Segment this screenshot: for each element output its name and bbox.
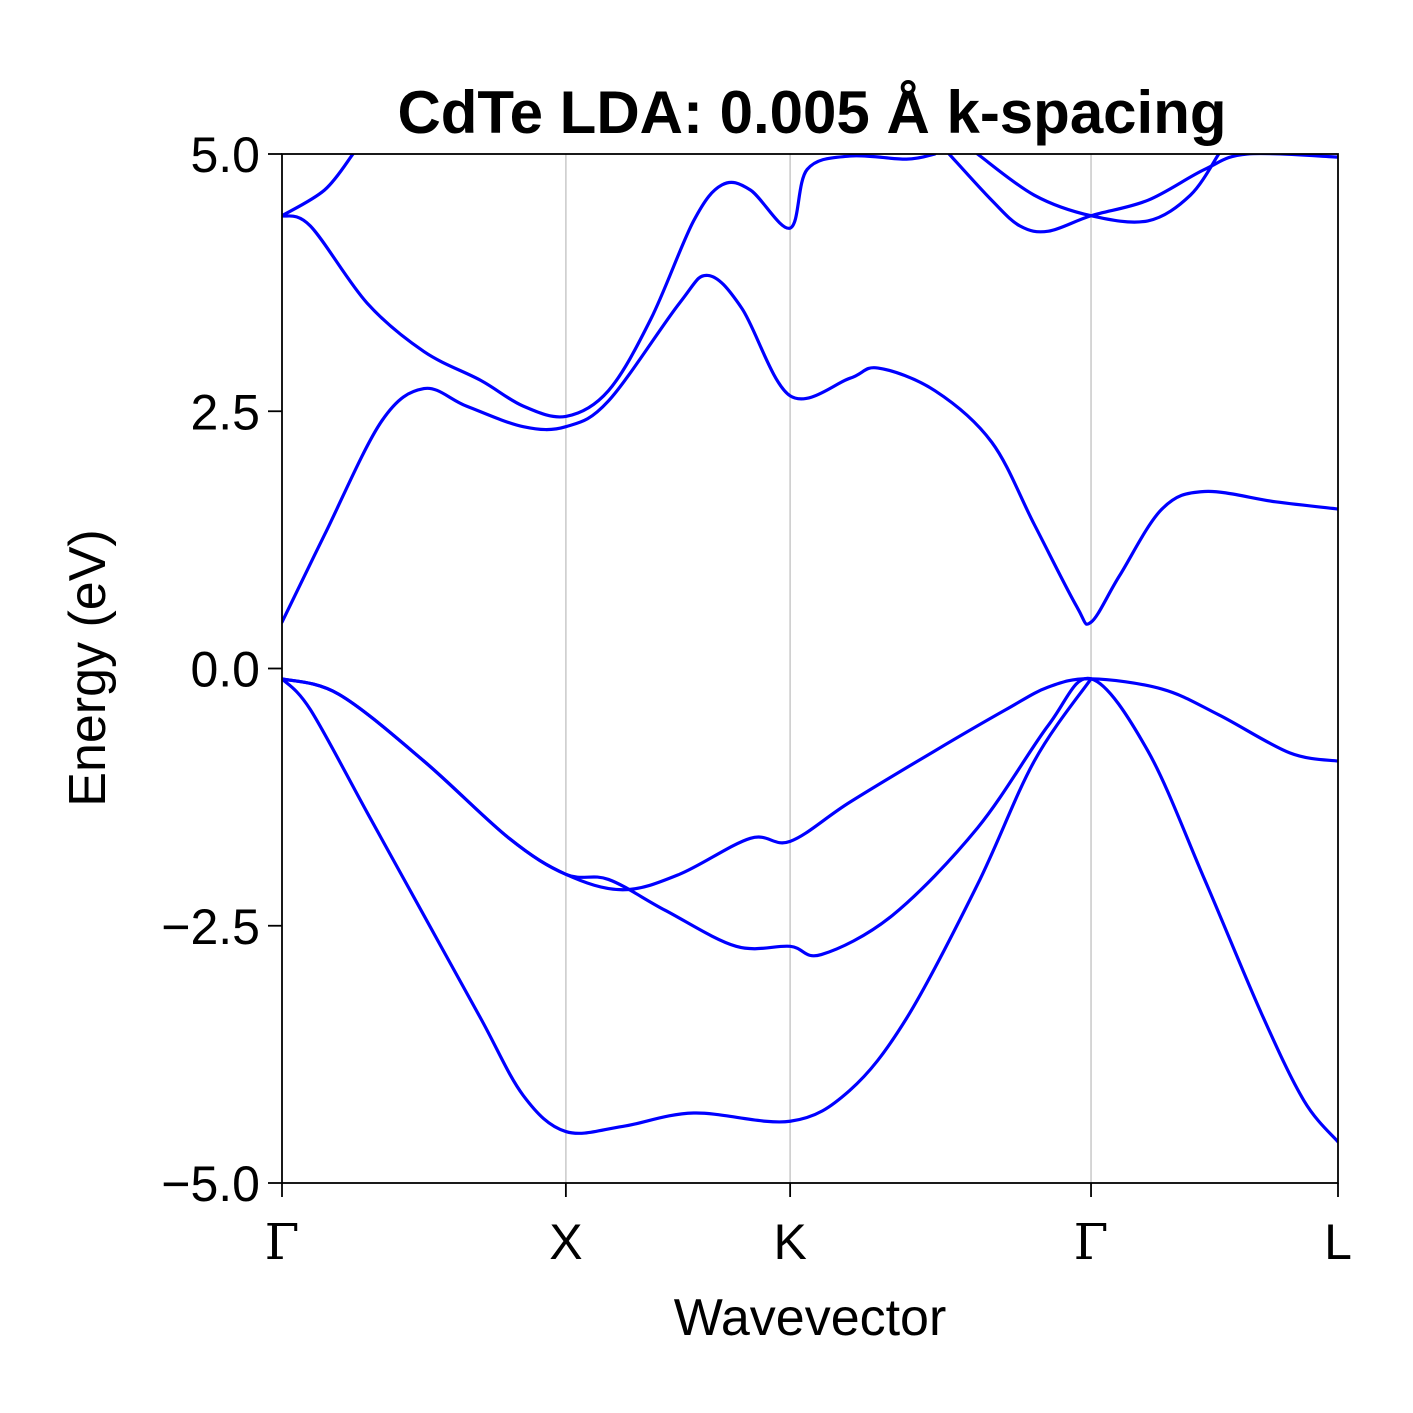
band-line xyxy=(282,676,1338,1144)
y-axis-ticks: 5.0 2.5 0.0 −2.5 −5.0 xyxy=(161,127,282,1212)
y-tick-label: 0.0 xyxy=(190,642,260,698)
plot-frame xyxy=(281,153,1339,1184)
y-axis-label: Energy (eV) xyxy=(59,529,117,806)
y-tick-label: 2.5 xyxy=(190,384,260,440)
band-line xyxy=(282,677,1093,1135)
band-line xyxy=(282,677,1338,892)
band-line xyxy=(282,154,937,419)
x-tick-label: K xyxy=(773,1214,806,1270)
x-tick-label: Γ xyxy=(1074,1213,1109,1271)
band-lines xyxy=(282,154,1338,1144)
y-tick-label: 5.0 xyxy=(190,127,260,183)
x-tick-label: Γ xyxy=(265,1213,300,1271)
band-line xyxy=(975,154,1221,224)
band-line xyxy=(282,154,355,218)
x-tick-label: L xyxy=(1324,1214,1352,1270)
chart-title: CdTe LDA: 0.005 Å k-spacing xyxy=(397,79,1226,146)
band-line xyxy=(282,273,1338,626)
x-axis-label: Wavevector xyxy=(674,1289,947,1347)
x-tick-label: X xyxy=(549,1214,582,1270)
y-tick-label: −5.0 xyxy=(161,1156,260,1212)
y-tick-label: −2.5 xyxy=(161,899,260,955)
kpoint-gridlines xyxy=(565,154,1092,1183)
